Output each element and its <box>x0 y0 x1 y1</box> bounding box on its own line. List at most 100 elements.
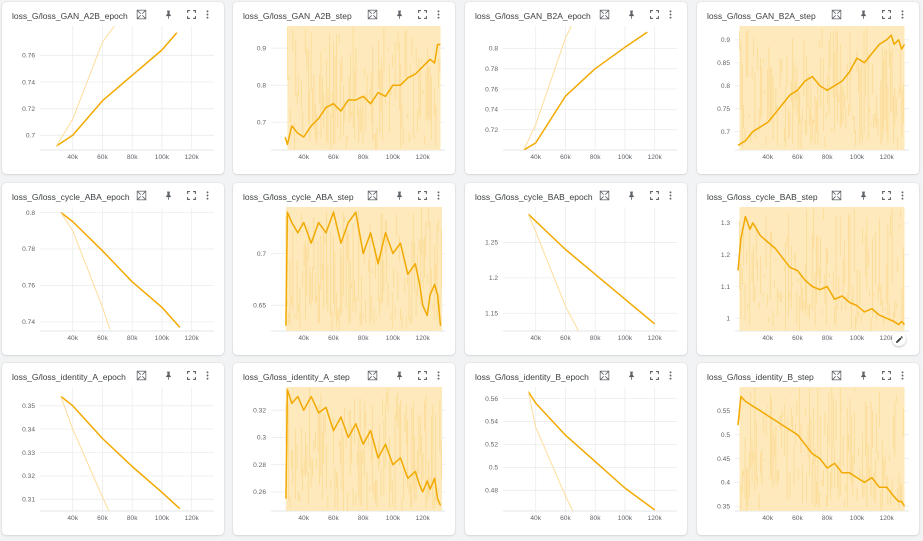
fit-domain-button[interactable] <box>829 7 843 21</box>
chart-title: loss_G/loss_identity_B_step <box>707 372 814 382</box>
fullscreen-button[interactable] <box>184 368 198 382</box>
y-tick-label: 0.54 <box>485 419 498 426</box>
pin-button[interactable] <box>624 7 638 21</box>
fullscreen-icon <box>417 9 427 19</box>
y-tick-label: 0.75 <box>717 106 730 113</box>
x-tick-label: 100k <box>386 515 401 522</box>
raw-series-spikes <box>285 207 442 331</box>
raw-series-line <box>527 391 574 511</box>
more-vert-button[interactable] <box>663 7 677 21</box>
pencil-icon <box>895 335 903 343</box>
pin-button[interactable] <box>856 7 870 21</box>
pin-button[interactable] <box>392 368 406 382</box>
pin-icon <box>165 371 171 380</box>
pin-button[interactable] <box>392 188 406 202</box>
x-tick-label: 60k <box>792 335 803 342</box>
x-tick-label: 60k <box>97 335 108 342</box>
more-vert-icon <box>669 9 671 19</box>
pin-button[interactable] <box>856 368 870 382</box>
fit-domain-button[interactable] <box>134 368 148 382</box>
more-vert-button[interactable] <box>200 188 214 202</box>
y-tick-label: 0.72 <box>485 127 498 134</box>
fullscreen-button[interactable] <box>647 368 661 382</box>
x-tick-label: 120k <box>880 335 895 342</box>
fit-domain-button[interactable] <box>134 188 148 202</box>
pin-button[interactable] <box>161 188 175 202</box>
more-vert-button[interactable] <box>431 368 445 382</box>
fit-domain-icon <box>599 370 609 380</box>
fullscreen-icon <box>186 190 196 200</box>
x-tick-label: 60k <box>328 335 339 342</box>
raw-series-spikes <box>739 387 904 511</box>
x-tick-label: 40k <box>530 335 541 342</box>
raw-series-line <box>527 213 580 331</box>
fit-domain-button[interactable] <box>829 368 843 382</box>
x-tick-label: 120k <box>648 154 663 161</box>
y-tick-label: 0.35 <box>717 504 730 511</box>
fit-domain-button[interactable] <box>597 188 611 202</box>
x-tick-label: 80k <box>822 515 833 522</box>
edit-button[interactable] <box>892 332 906 346</box>
fullscreen-button[interactable] <box>879 188 893 202</box>
y-tick-label: 0.45 <box>717 456 730 463</box>
y-tick-label: 0.34 <box>22 426 35 433</box>
fullscreen-icon <box>881 370 891 380</box>
fullscreen-icon <box>881 9 891 19</box>
chart-title: loss_G/loss_identity_A_epoch <box>12 372 126 382</box>
fit-domain-icon <box>599 190 609 200</box>
y-tick-label: 0.9 <box>257 46 266 53</box>
fullscreen-button[interactable] <box>879 7 893 21</box>
pin-button[interactable] <box>856 188 870 202</box>
fit-domain-button[interactable] <box>597 7 611 21</box>
fullscreen-button[interactable] <box>647 188 661 202</box>
pin-button[interactable] <box>161 7 175 21</box>
smoothed-series-line <box>737 215 906 326</box>
y-tick-label: 0.26 <box>253 489 266 496</box>
more-vert-button[interactable] <box>663 188 677 202</box>
smoothed-series-line <box>737 34 906 147</box>
fit-domain-button[interactable] <box>365 368 379 382</box>
x-tick-label: 80k <box>127 335 138 342</box>
more-vert-button[interactable] <box>431 188 445 202</box>
fit-domain-button[interactable] <box>365 7 379 21</box>
more-vert-button[interactable] <box>663 368 677 382</box>
chart-card-gan-a2b-epoch: loss_G/loss_GAN_A2B_epoch 0.7 0.72 0.74 0.76… <box>2 2 224 174</box>
pin-icon <box>860 371 866 380</box>
more-vert-button[interactable] <box>895 188 909 202</box>
fullscreen-button[interactable] <box>647 7 661 21</box>
y-tick-label: 0.7 <box>257 251 266 258</box>
fit-domain-icon <box>136 370 146 380</box>
fullscreen-button[interactable] <box>879 368 893 382</box>
fullscreen-button[interactable] <box>415 368 429 382</box>
y-tick-label: 0.35 <box>22 403 35 410</box>
fullscreen-button[interactable] <box>415 7 429 21</box>
more-vert-icon <box>437 9 439 19</box>
x-tick-label: 80k <box>127 515 138 522</box>
more-vert-button[interactable] <box>895 368 909 382</box>
raw-series-line <box>60 212 111 330</box>
pin-button[interactable] <box>624 188 638 202</box>
chart-card-cycle-bab-step: loss_G/loss_cycle_BAB_step 1 1.1 1.2 1.3 40k 6… <box>697 183 919 355</box>
fullscreen-icon <box>417 190 427 200</box>
raw-series-band <box>285 207 443 331</box>
fullscreen-button[interactable] <box>415 188 429 202</box>
x-tick-label: 60k <box>560 515 571 522</box>
more-vert-button[interactable] <box>431 7 445 21</box>
pin-button[interactable] <box>624 368 638 382</box>
more-vert-button[interactable] <box>895 7 909 21</box>
fullscreen-button[interactable] <box>184 188 198 202</box>
fit-domain-button[interactable] <box>829 188 843 202</box>
more-vert-button[interactable] <box>200 7 214 21</box>
more-vert-icon <box>901 190 903 200</box>
x-tick-label: 40k <box>67 154 78 161</box>
fit-domain-button[interactable] <box>134 7 148 21</box>
fullscreen-button[interactable] <box>184 7 198 21</box>
chart-card-gan-a2b-step: loss_G/loss_GAN_A2B_step 0.7 0.8 0.9 40k 60k 8… <box>233 2 455 174</box>
fit-domain-button[interactable] <box>365 188 379 202</box>
fullscreen-icon <box>186 9 196 19</box>
more-vert-button[interactable] <box>200 368 214 382</box>
fit-domain-button[interactable] <box>597 368 611 382</box>
pin-button[interactable] <box>161 368 175 382</box>
x-tick-label: 100k <box>155 335 170 342</box>
pin-button[interactable] <box>392 7 406 21</box>
